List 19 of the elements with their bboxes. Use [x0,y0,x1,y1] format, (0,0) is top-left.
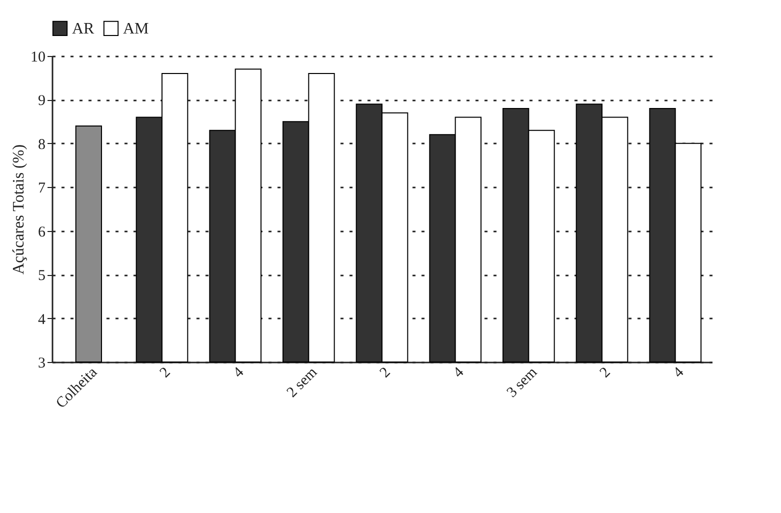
y-tick-label: 3 [38,356,46,372]
y-tick-label: 9 [38,93,46,110]
y-tick-label: 6 [38,224,46,240]
x-tick-label: 2 [157,364,174,382]
x-tick-label: 4 [230,364,248,382]
y-tick-label: 8 [38,136,46,153]
y-tick-label: 7 [38,180,46,197]
x-tick-label: 4 [450,364,468,382]
x-tick-label: 3 sem [504,364,541,401]
legend-label: AM [123,20,149,38]
x-tick-label: 2 [377,364,394,382]
y-tick-label: 10 [30,50,46,66]
y-axis-title: Açúcares Totais (%) [10,144,28,275]
x-tick-label: 2 sem [284,364,321,401]
legend-label: AR [72,20,95,38]
x-tick-label: 4 [670,364,688,382]
x-tick-label: 2 [597,364,614,382]
y-tick-label: 4 [38,312,46,328]
y-tick-label: 5 [38,268,46,284]
